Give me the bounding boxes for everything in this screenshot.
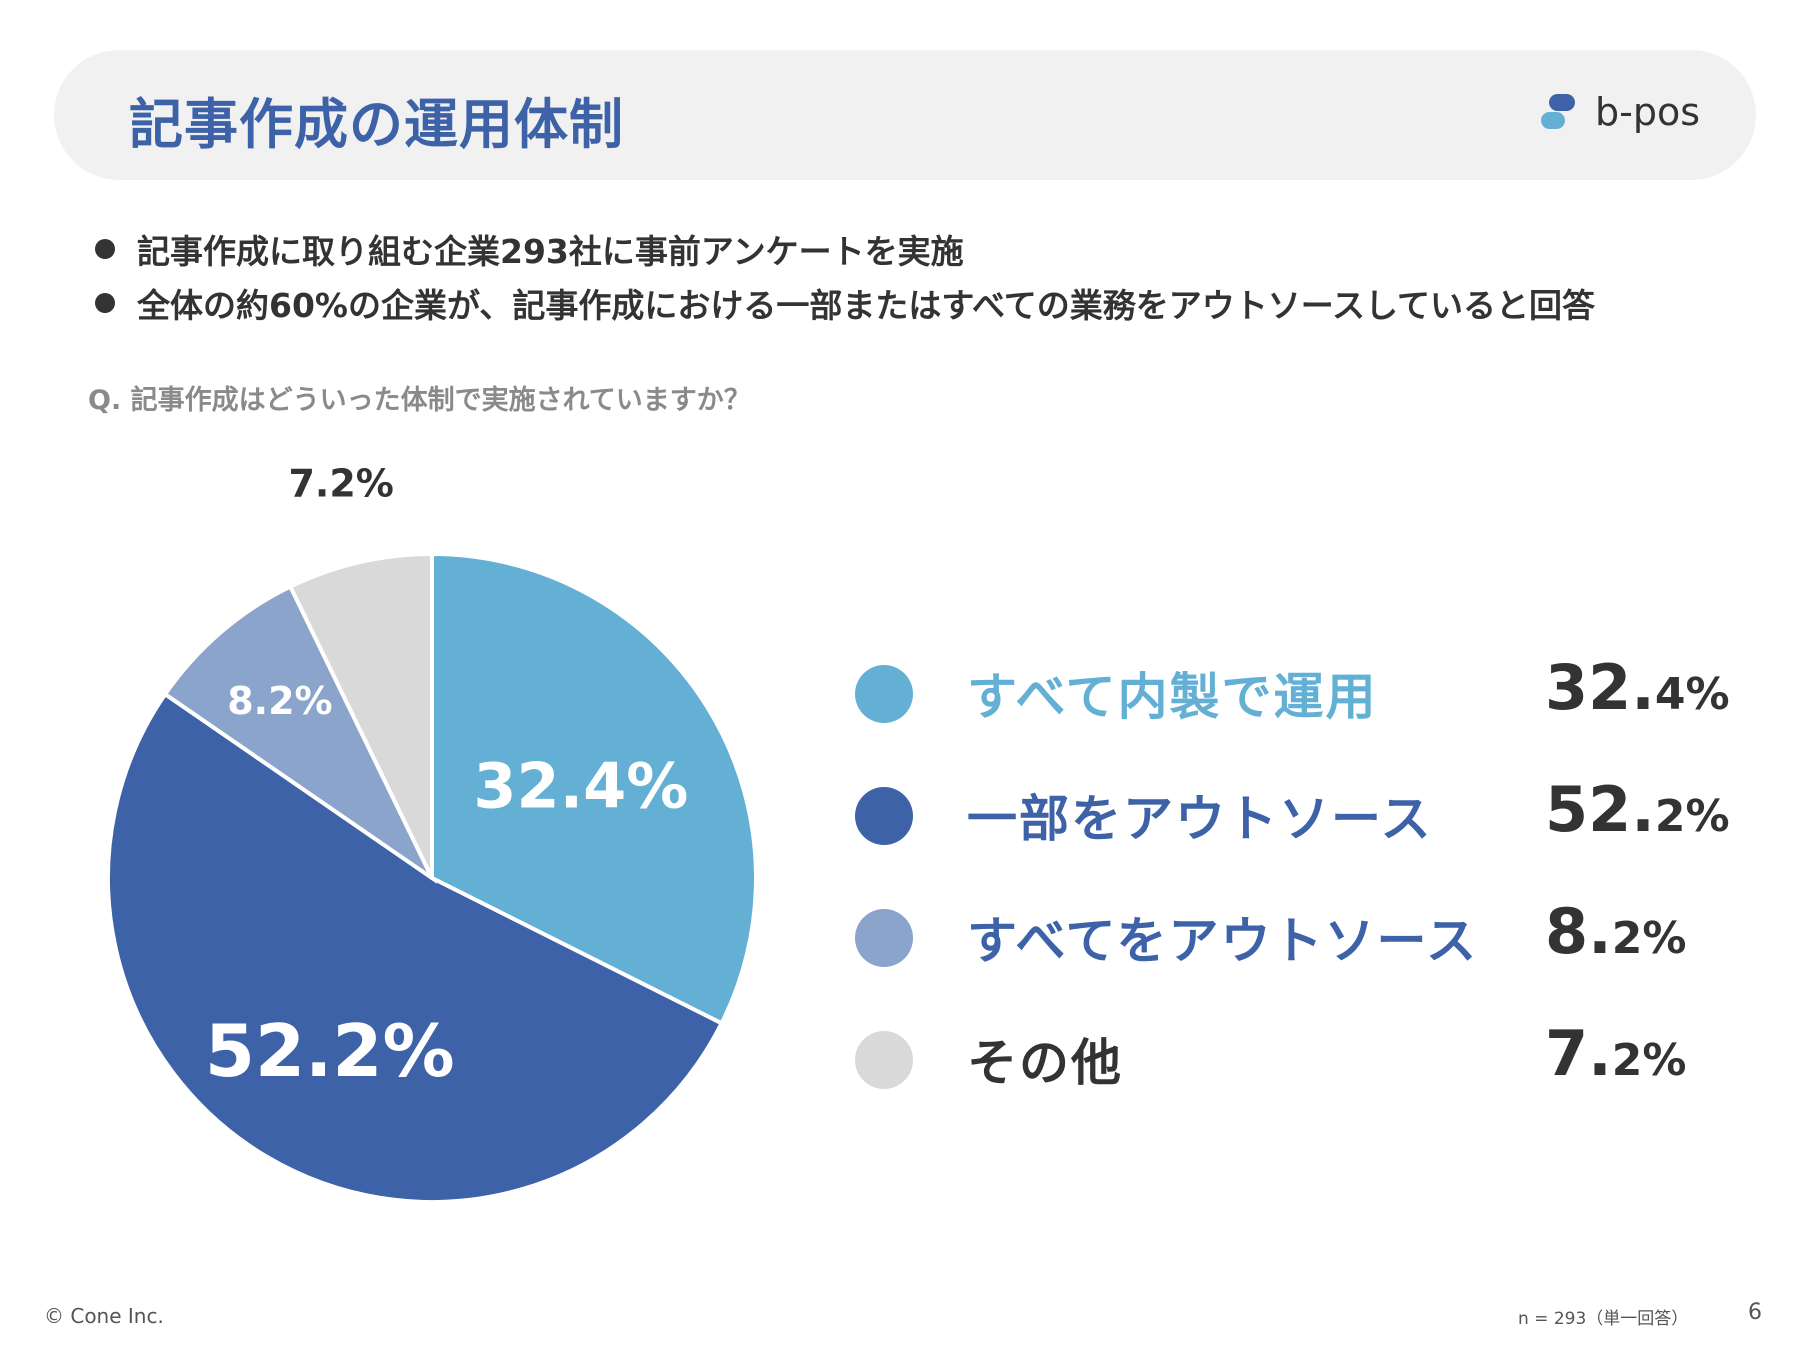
bullet-text: 記事作成に取り組む企業293社に事前アンケートを実施 (137, 232, 964, 271)
legend-value-int: 32. (1545, 651, 1655, 724)
pie-slice (162, 583, 438, 884)
survey-question: Q. 記事作成はどういった体制で実施されていますか？ (88, 385, 751, 416)
legend-label: その他 (967, 1034, 1123, 1092)
legend-value-int: 8. (1545, 895, 1612, 968)
legend-value-dec: 2% (1611, 913, 1687, 964)
pie-slice-label: 8.2% (227, 679, 332, 723)
bullet-dot-icon (95, 293, 115, 313)
bullet-text: 全体の約60%の企業が、記事作成における一部またはすべての業務をアウトソースして… (137, 286, 1596, 325)
copyright: © Cone Inc. (44, 1304, 164, 1328)
logo-mark-bottom (1540, 112, 1565, 129)
legend-value-dec: 2% (1611, 1035, 1687, 1086)
legend-item: その他 7.2% (855, 1001, 1755, 1123)
pie-slice-label: 52.2% (205, 1009, 455, 1093)
legend-label: すべて内製で運用 (967, 668, 1378, 726)
pie-slices (106, 551, 758, 1204)
legend-value: 32.4% (1545, 651, 1730, 724)
bullet-list: 記事作成に取り組む企業293社に事前アンケートを実施 全体の約60%の企業が、記… (95, 222, 1595, 330)
pie-slice-label: 7.2% (288, 461, 393, 505)
pie-labels: 32.4% 52.2% 8.2% 7.2% (205, 461, 689, 1093)
page-number: 6 (1748, 1300, 1762, 1325)
legend-value-int: 52. (1545, 773, 1655, 846)
sample-size-note: n = 293（単一回答） (1518, 1309, 1689, 1329)
legend-dot-icon (855, 665, 913, 723)
legend-value: 52.2% (1545, 773, 1730, 846)
legend-item: すべて内製で運用 32.4% (855, 635, 1755, 757)
logo-text: b-pos (1594, 90, 1700, 134)
legend-value-dec: 2% (1654, 791, 1730, 842)
legend-value-dec: 4% (1654, 669, 1730, 720)
pie-slice-label: 32.4% (473, 750, 688, 823)
legend-item: すべてをアウトソース 8.2% (855, 879, 1755, 1001)
bullet-dot-icon (95, 239, 115, 259)
legend-label: すべてをアウトソース (967, 912, 1478, 970)
legend-item: 一部をアウトソース 52.2% (855, 757, 1755, 879)
bullet-item: 記事作成に取り組む企業293社に事前アンケートを実施 (95, 222, 1595, 276)
legend-dot-icon (855, 787, 913, 845)
pie-chart: 32.4% 52.2% 8.2% 7.2% (106, 461, 758, 1204)
legend-dot-icon (855, 1031, 913, 1089)
pie-slice (430, 551, 758, 1026)
page-title: 記事作成の運用体制 (129, 93, 624, 156)
header-bar: 記事作成の運用体制 b-pos (54, 50, 1756, 180)
legend: すべて内製で運用 32.4% 一部をアウトソース 52.2% すべてをアウトソー… (855, 635, 1755, 1123)
legend-value: 7.2% (1545, 1017, 1686, 1090)
legend-dot-icon (855, 909, 913, 967)
legend-value-int: 7. (1545, 1017, 1612, 1090)
bullet-item: 全体の約60%の企業が、記事作成における一部またはすべての業務をアウトソースして… (95, 276, 1595, 330)
logo-mark-top (1548, 94, 1575, 111)
legend-label: 一部をアウトソース (967, 790, 1433, 848)
pie-slice (287, 551, 434, 879)
logo: b-pos (1539, 90, 1700, 134)
b-pos-logo-icon (1540, 94, 1575, 129)
pie-slice (106, 691, 725, 1204)
legend-value: 8.2% (1545, 895, 1686, 968)
